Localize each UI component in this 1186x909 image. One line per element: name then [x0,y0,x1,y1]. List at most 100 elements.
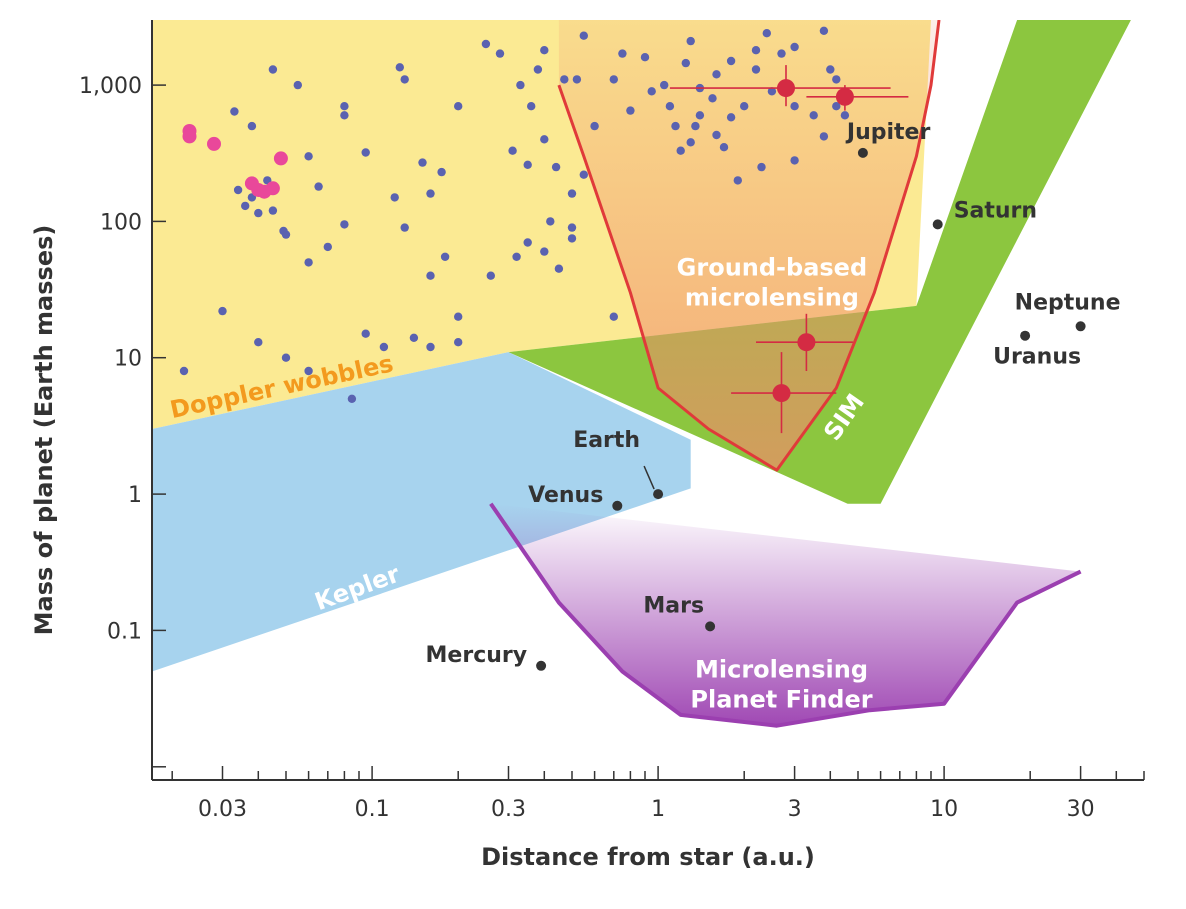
data-point [777,79,795,98]
data-point [304,152,313,161]
data-point [609,75,618,84]
data-point [832,102,841,111]
regions-layer [152,20,1131,728]
data-point [772,384,791,403]
data-point [400,223,409,232]
data-point [790,156,799,165]
data-point [516,80,525,90]
data-point [281,230,291,239]
data-point [340,111,349,120]
data-point [304,366,313,376]
data-point [418,158,427,167]
region-kepler [152,352,691,672]
data-point [567,234,577,243]
planet-label: Uranus [993,345,1081,370]
data-point [712,130,721,140]
data-point [347,394,357,403]
data-point [790,102,799,111]
data-point [590,121,599,131]
data-point [686,138,695,147]
data-point [454,338,463,347]
data-point [426,189,435,198]
data-point [767,87,777,96]
x-tick-label: 1 [651,797,665,822]
y-tick-label: 100 [100,210,142,235]
data-point [254,208,263,218]
planet-label: Earth [573,428,640,453]
planet-label: Saturn [954,198,1037,223]
data-point [247,121,257,131]
data-point [233,185,243,195]
y-axis-title: Mass of planet (Earth masses) [30,225,58,636]
data-point [409,333,419,342]
data-point [361,329,370,338]
data-point [486,271,495,280]
data-point [708,94,717,103]
data-point [523,238,532,247]
data-point [579,31,588,40]
data-point [551,162,561,172]
data-point [790,42,799,52]
data-point [609,312,618,321]
data-point [426,342,435,352]
data-point [340,102,349,111]
data-point [400,75,409,84]
planet-marker [612,500,623,511]
x-tick-label: 0.03 [198,797,247,822]
x-tick-label: 30 [1067,797,1095,822]
data-point [540,135,549,144]
data-point [626,106,635,115]
data-point [390,193,399,202]
data-point [254,338,263,347]
planet-marker [1075,321,1086,332]
data-point [712,70,721,79]
axes-layer: 0.03 0.1 0.3 1 3 10 30 0.1 1 10 100 1,000 [79,20,1145,822]
x-tick-label: 3 [788,797,802,822]
data-point [676,146,685,155]
data-point [182,129,197,144]
data-point [395,63,404,72]
region-label-line: Microlensing [695,656,868,684]
data-point [560,75,569,84]
data-point [454,102,463,111]
y-tick-label: 1 [128,483,142,508]
x-tick-label: 0.1 [355,797,390,822]
data-point [230,107,239,116]
data-point [540,247,549,256]
data-point [546,217,555,226]
region-ground-based-microlensing-outline [557,20,941,472]
data-point [819,26,829,35]
data-point [671,121,680,131]
data-point [686,36,695,46]
data-point [567,223,577,232]
data-point [819,132,829,141]
planet-label: Mercury [426,643,528,668]
data-point [809,111,818,120]
data-point [835,87,854,106]
data-point [323,242,332,252]
data-point [757,162,766,172]
region-microlensing-planet-finder [490,503,1081,726]
data-point [740,102,749,111]
data-point [554,264,564,273]
data-point [314,182,323,191]
planet-label: Jupiter [845,120,931,145]
region-ground-based-microlensing [558,20,939,471]
data-point [523,160,532,169]
planet-marker [653,489,664,500]
region-label-line: Planet Finder [690,686,872,714]
y-tick-label: 0.1 [107,619,142,644]
data-point [691,121,700,131]
planet-label: Neptune [1015,290,1121,315]
data-point [340,220,349,229]
x-tick-label: 0.3 [491,797,526,822]
data-point [361,148,370,157]
data-point [826,65,835,74]
data-point [379,342,389,352]
planet-marker [1020,330,1031,341]
data-point [304,258,313,267]
planet-marker [536,660,547,671]
data-point [268,65,278,74]
planet-label: Mars [643,593,704,618]
data-point [719,143,729,152]
